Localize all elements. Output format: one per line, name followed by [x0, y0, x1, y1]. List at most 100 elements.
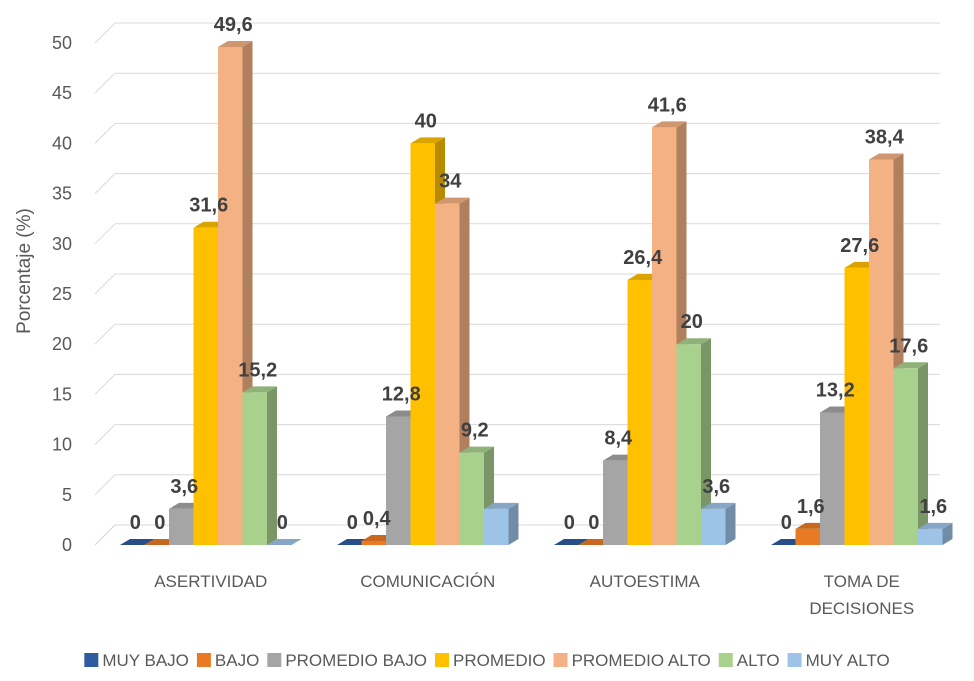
y-tick-label: 25 [52, 284, 72, 304]
category-label: COMUNICACIÓN [360, 572, 495, 591]
legend-swatch [435, 653, 449, 667]
y-tick-label: 35 [52, 184, 72, 204]
y-tick-label: 10 [52, 435, 72, 455]
data-label: 0 [277, 512, 288, 534]
data-label: 8,4 [604, 428, 633, 450]
bar-front [820, 412, 845, 545]
data-label: 12,8 [382, 383, 421, 405]
data-label: 41,6 [648, 94, 687, 116]
floor-edge [94, 524, 116, 546]
data-label: 15,2 [238, 359, 277, 381]
y-tick-label: 45 [52, 83, 72, 103]
legend-swatch [267, 653, 282, 667]
category-label: DECISIONES [809, 599, 914, 618]
gridline-depth [94, 22, 116, 44]
y-tick-label: 20 [52, 334, 72, 354]
legend-swatch [84, 653, 99, 667]
gridline-depth [94, 374, 116, 395]
data-label: 38,4 [865, 126, 905, 148]
y-tick-label: 5 [62, 485, 72, 505]
category-label: ASERTIVIDAD [154, 572, 267, 591]
bar-front [169, 508, 194, 545]
data-label: 3,6 [702, 476, 730, 498]
category-labels: ASERTIVIDAD COMUNICACIÓN AUTOESTIMA TOMA DE… [154, 572, 914, 618]
bar-front [435, 203, 460, 545]
data-label: 17,6 [889, 335, 928, 357]
bar-muy-bajo [120, 539, 155, 545]
data-label: 9,2 [461, 420, 489, 442]
bar-muy-alto [701, 502, 736, 545]
y-tick-label: 30 [52, 234, 72, 254]
bar-front [869, 159, 894, 546]
bar-front [193, 227, 218, 545]
bar-promedio-alto [435, 197, 470, 545]
bar-muy-alto [918, 522, 953, 545]
bar-front [242, 392, 267, 545]
bar-front [410, 143, 435, 545]
bar-alto [893, 362, 928, 545]
data-label: 27,6 [840, 235, 879, 257]
data-label: 1,6 [797, 496, 825, 518]
bar-muy-bajo [554, 539, 589, 545]
bar-top [893, 362, 928, 369]
legend-swatch [196, 653, 211, 667]
bar-front [603, 460, 628, 545]
data-label: 0 [781, 512, 792, 534]
bar-top [242, 386, 277, 393]
bar-front [627, 279, 652, 545]
bar-front [701, 508, 726, 545]
gridline-depth [94, 424, 116, 445]
data-label: 20 [681, 311, 703, 333]
bar-top [120, 539, 155, 545]
bar-front [218, 47, 243, 546]
data-label: 49,6 [214, 14, 253, 36]
legend: MUY BAJO BAJO PROMEDIO BAJO PROMEDIO PROMEDI… [84, 651, 890, 670]
y-axis-label: Porcentaje (%) [14, 208, 35, 334]
bar-front [676, 344, 701, 545]
bar-top [218, 41, 253, 48]
legend-label: ALTO [737, 651, 780, 670]
data-label: 0 [154, 512, 165, 534]
bar-muy-alto [267, 539, 302, 545]
bar-front [652, 127, 677, 545]
category-label: AUTOESTIMA [590, 572, 701, 591]
bar-alto [676, 338, 711, 545]
data-label: 13,2 [816, 379, 855, 401]
bar-top [410, 137, 445, 144]
data-label: 1,6 [919, 496, 947, 518]
legend-swatch [553, 653, 568, 667]
bar-side [701, 338, 711, 545]
data-label: 3,6 [170, 476, 198, 498]
gridline-depth [94, 72, 116, 94]
bar-top [918, 522, 953, 529]
gridline-depth [94, 123, 116, 144]
legend-label: MUY BAJO [102, 651, 189, 670]
bar-side [918, 362, 928, 545]
legend-label: PROMEDIO BAJO [285, 651, 427, 670]
data-label: 0 [130, 512, 141, 534]
bar-top [676, 338, 711, 345]
bar-front [844, 267, 869, 545]
bars [120, 41, 953, 546]
bar-front [361, 540, 386, 545]
bar-top [652, 121, 687, 128]
bar-top [459, 446, 494, 453]
legend-label: PROMEDIO ALTO [572, 651, 711, 670]
bar-alto [242, 386, 277, 545]
bar-front [484, 508, 509, 545]
legend-label: BAJO [215, 651, 259, 670]
legend-label: PROMEDIO [453, 651, 546, 670]
bar-front [918, 528, 943, 545]
data-label: 34 [439, 171, 462, 193]
bar-side [725, 502, 736, 545]
y-tick-label: 15 [52, 384, 72, 404]
gridline-depth [94, 223, 116, 245]
bar-top [267, 539, 302, 545]
bar-side [267, 386, 277, 545]
legend-swatch [787, 653, 802, 667]
bar-side [942, 522, 953, 545]
gridline-depth [94, 323, 116, 345]
category-label: TOMA DE [824, 572, 900, 591]
